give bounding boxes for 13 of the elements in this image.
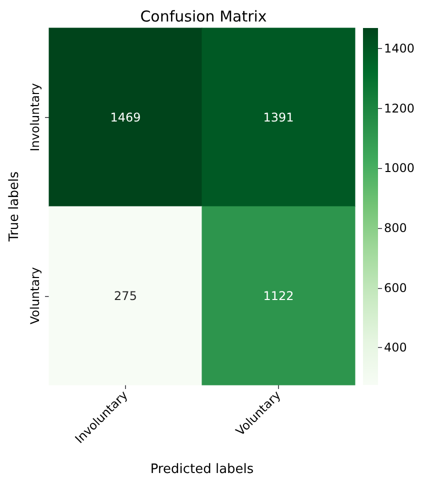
color-bar-label: 1200 bbox=[384, 101, 415, 116]
data-label: 275 bbox=[114, 288, 137, 303]
y-axis-title: True labels bbox=[7, 171, 22, 242]
color-bar-label: 1400 bbox=[384, 42, 415, 56]
data-label: 1391 bbox=[263, 110, 294, 124]
color-bar-label: 1000 bbox=[384, 161, 415, 176]
color-bar-label: 800 bbox=[384, 221, 407, 236]
color-bar-label: 600 bbox=[384, 280, 407, 295]
data-label: 1469 bbox=[110, 110, 141, 124]
data-label: 1122 bbox=[263, 288, 294, 303]
color-bar-label: 400 bbox=[384, 340, 407, 355]
chart-title: Confusion Matrix bbox=[140, 8, 267, 26]
x-axis-title: Predicted labels bbox=[150, 462, 254, 477]
